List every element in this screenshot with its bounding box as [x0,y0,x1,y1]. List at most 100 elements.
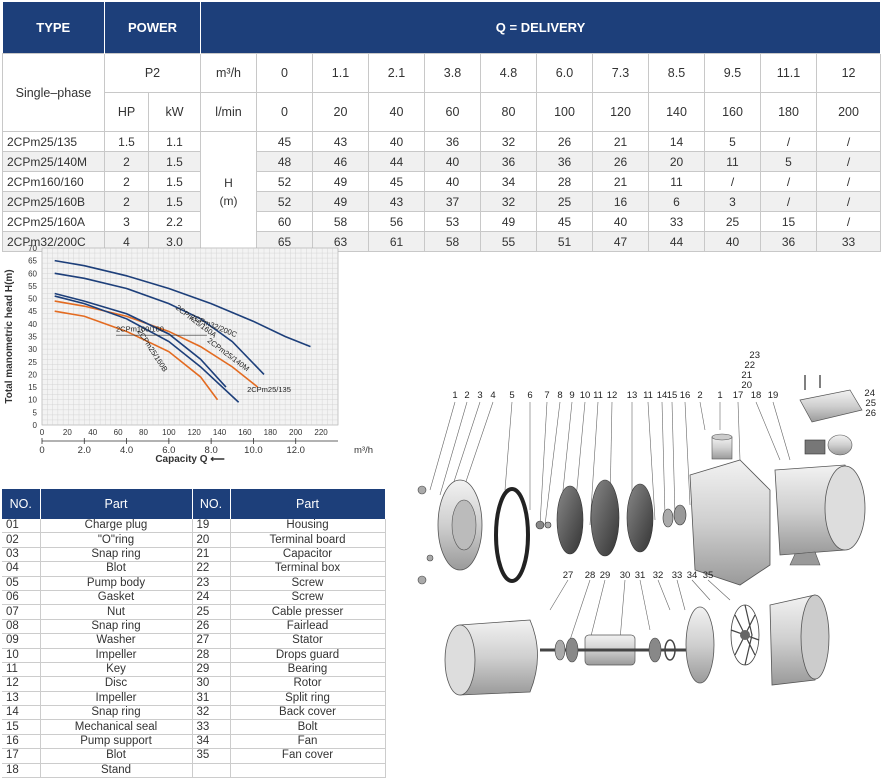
kw-cell: 1.5 [148,151,201,172]
table-row: 2CPm25/160B 2 1.5 52 49 43 37 32 25 16 6 3// [2,191,882,212]
parts-table: NO. Part NO. Part 01 Charge plug 19 Housing… [2,489,386,778]
part-number-label: 24 [864,388,875,399]
stand-icon [789,551,821,566]
head-value-cell: 32 [480,131,537,152]
head-value-cell: 45 [536,211,593,232]
back-cover-icon [685,606,715,684]
mechanical-seal-icon [673,504,687,526]
series-line [54,292,227,388]
head-value-cell: 21 [592,131,649,152]
head-value-cell: 25 [704,211,761,232]
head-value-cell: 55 [480,231,537,252]
head-value-cell: 40 [368,131,425,152]
part-no-cell: 06 [2,590,41,606]
y-axis-title: Total manometric head H(m) [4,269,15,403]
series-line [54,300,259,388]
part-number-label: 18 [751,390,762,401]
part-no-cell: 24 [192,590,231,606]
part-no-cell: 05 [2,576,41,591]
fan-icon [730,604,760,666]
table-row: 08 Snap ring 26 Fairlead [2,619,386,635]
hp-cell: 1.5 [104,131,149,152]
flow-lmin-cell: 0 [256,92,313,132]
part-name-cell: Snap ring [40,619,193,635]
part-number-label: 6 [527,390,532,401]
part-number-label: 21 [741,370,752,381]
series-line [54,272,265,375]
part-name-cell: Terminal board [230,532,386,548]
part-no-cell: 01 [2,519,41,534]
y-tick-label: 45 [28,307,37,316]
head-value-cell: 5 [760,151,817,172]
head-value-cell: 60 [256,211,313,232]
part-number-label: 34 [687,570,698,581]
y-tick-label: 0 [33,421,38,430]
table-row: 2CPm25/140M 2 1.5 48 46 44 40 36 36 26 20 11 5/ [2,151,882,172]
table-row: 07 Nut 25 Cable presser [2,604,386,620]
part-no-cell: 28 [192,648,231,663]
parts-header-no-right: NO. [192,489,231,519]
table-row: 2CPm160/160 2 1.5 52 49 45 40 34 28 21 11// / [2,171,882,192]
x-tick-label-m3h: 4.0 [120,445,133,456]
head-value-cell: 56 [368,211,425,232]
part-name-cell: Back cover [230,705,386,721]
part-number-label: 3 [477,390,482,401]
impeller-icon [556,485,584,555]
flow-m3h-cell: 8.5 [648,53,705,93]
flow-lmin-cell: 160 [704,92,761,132]
part-name-cell: Fan cover [230,748,386,764]
head-value-cell: / [815,131,882,152]
hp-cell: 4 [104,231,149,252]
x-tick-label-m3h: 8.0 [205,445,218,456]
part-no-cell: 33 [192,719,231,735]
part-number-label: 33 [672,570,683,581]
part-number-label: 2 [464,390,469,401]
parts-header-part-right: Part [230,489,386,519]
part-no-cell: 13 [2,691,41,707]
flow-lmin-cell: 20 [312,92,369,132]
head-value-cell: 58 [312,211,369,232]
head-value-cell: / [815,211,882,232]
part-number-label: 11 [593,390,603,401]
y-tick-label: 30 [28,345,37,354]
part-name-cell: Impeller [40,648,193,663]
head-value-cell: 20 [648,151,705,172]
head-value-cell: 49 [480,211,537,232]
header-type: TYPE [2,2,105,54]
drops-guard-icon [554,639,566,661]
flow-m3h-cell: 3.8 [424,53,481,93]
head-value-cell: / [760,131,817,152]
y-tick-label: 20 [28,370,37,379]
part-no-cell: 35 [192,748,231,764]
part-name-cell: Disc [40,676,193,692]
flow-lmin-cell: 140 [648,92,705,132]
part-number-label: 16 [680,390,691,401]
header-delivery: Q = DELIVERY [200,2,882,54]
table-row: 02 "O"ring 20 Terminal board [2,532,386,548]
y-tick-label: 60 [28,269,37,278]
x-tick-label-lmin: 20 [63,428,72,437]
part-number-label: 22 [744,360,755,371]
parts-header-part-left: Part [40,489,193,519]
chart-grid [41,247,339,426]
flow-lmin-cell: 80 [480,92,537,132]
part-name-cell: Fairlead [230,619,386,635]
x-axis-title: Capacity Q ⟵ [155,454,224,465]
head-unit-cell: H (m) [200,131,257,252]
part-name-cell: Washer [40,633,193,649]
part-number-label: 8 [557,390,562,401]
part-number-label: 28 [585,570,596,581]
part-no-cell: 17 [2,748,41,764]
head-value-cell: 49 [312,171,369,192]
head-value-cell: / [815,151,882,172]
part-name-cell: Pump body [40,576,193,591]
p2-label: P2 [104,53,201,93]
flow-m3h-cell: 7.3 [592,53,649,93]
part-no-cell: 15 [2,719,41,735]
head-value-cell: 58 [424,231,481,252]
flow-lmin-cell: 60 [424,92,481,132]
hp-cell: 2 [104,151,149,172]
table-row: 05 Pump body 23 Screw [2,576,386,591]
part-no-cell: 07 [2,604,41,620]
terminal-box-icon [799,389,863,423]
